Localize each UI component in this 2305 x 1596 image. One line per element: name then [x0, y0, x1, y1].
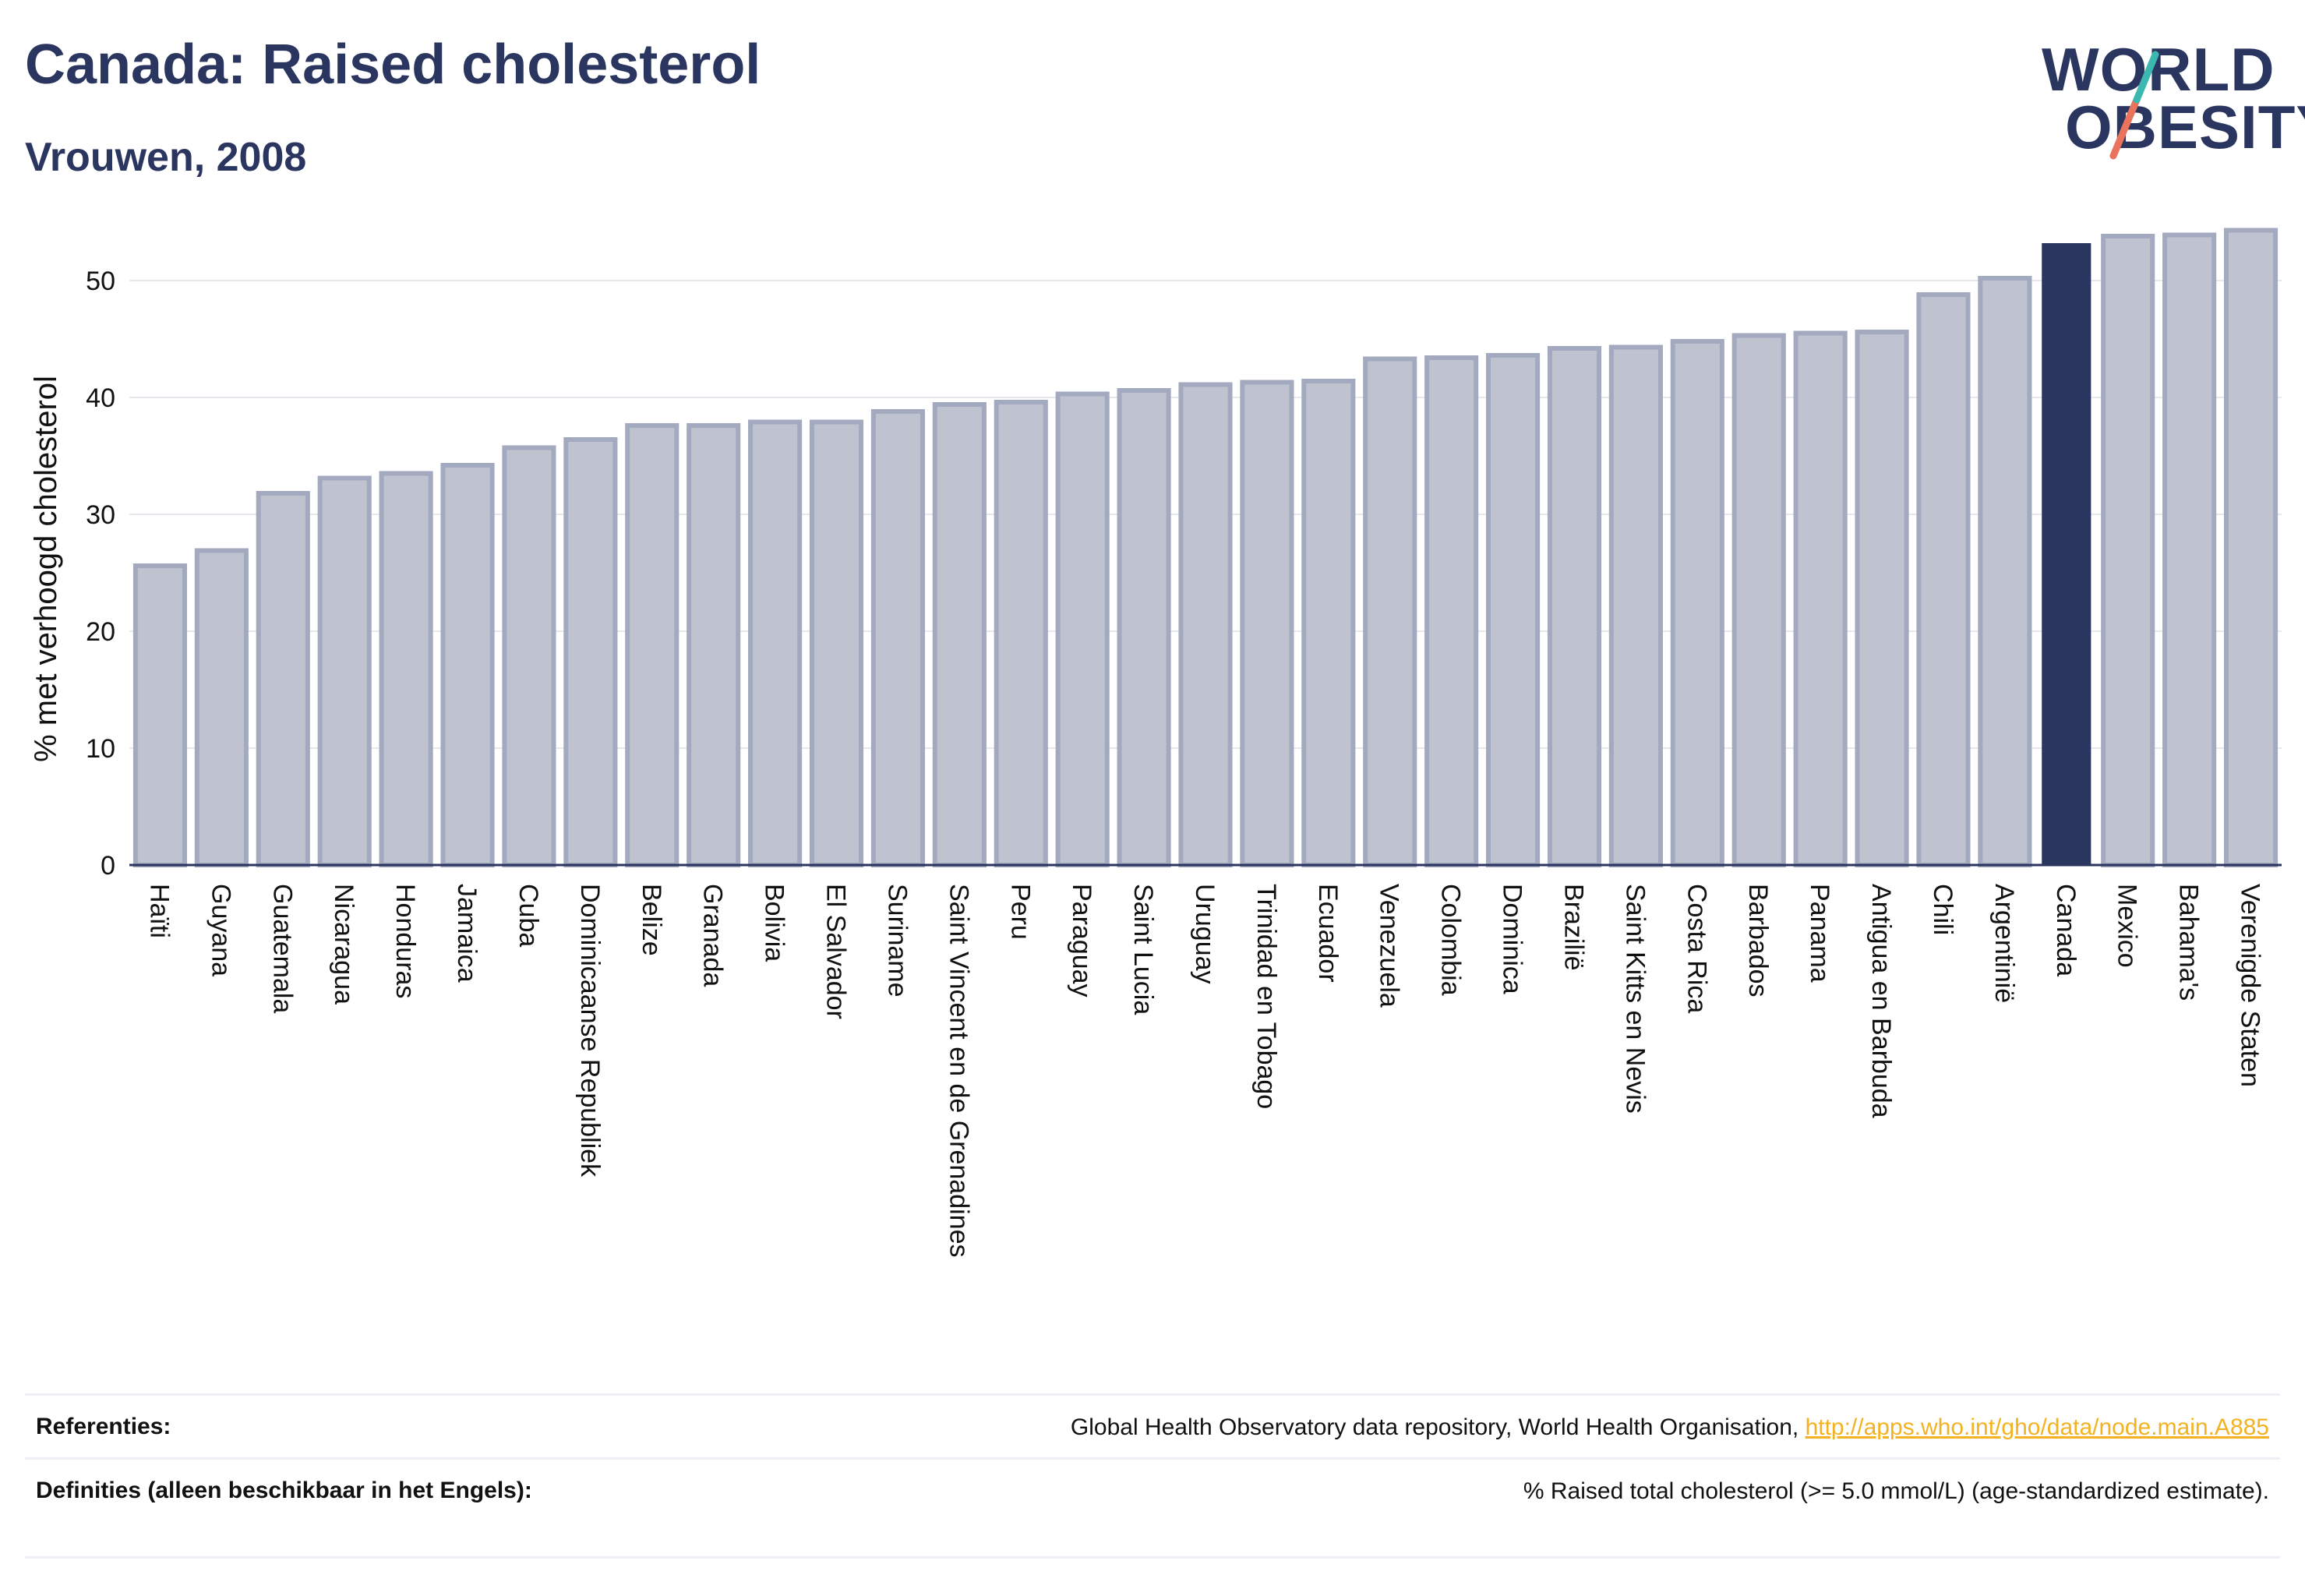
- x-tick-label: Ecuador: [1313, 884, 1343, 983]
- x-tick-label: Antigua en Barbuda: [1866, 884, 1896, 1118]
- bar-saint-kitts-en-nevis: [1608, 344, 1663, 867]
- references-link[interactable]: http://apps.who.int/gho/data/node.main.A…: [1805, 1414, 2269, 1440]
- x-tick-label: Guatemala: [267, 884, 297, 1013]
- references-text: Global Health Observatory data repositor…: [1070, 1414, 1806, 1440]
- bar-guatemala: [256, 491, 310, 867]
- x-tick-label: Panama: [1805, 884, 1834, 983]
- y-tick-label: 40: [86, 383, 115, 413]
- x-tick-label: Dominica: [1498, 884, 1527, 994]
- bar-saint-vincent-en-de-grenadines: [932, 402, 987, 867]
- logo-line-2: OBESITY: [2065, 93, 2305, 161]
- y-tick-label: 10: [86, 734, 115, 764]
- y-tick-label: 50: [86, 267, 115, 296]
- bar-cuba: [502, 445, 556, 867]
- bar-canada: [2042, 243, 2091, 865]
- x-tick-label: Brazilië: [1558, 884, 1588, 970]
- definitions-label: Definities (alleen beschikbaar in het En…: [36, 1478, 532, 1503]
- x-tick-label: Peru: [1005, 884, 1035, 940]
- bar-dominicaanse-republiek: [563, 437, 618, 867]
- x-tick-label: Jamaica: [452, 884, 482, 983]
- x-tick-label: Costa Rica: [1682, 884, 1711, 1013]
- bar-dominica: [1486, 353, 1541, 867]
- x-tick-label: Saint Vincent en de Grenadines: [944, 884, 973, 1258]
- y-tick-label: 30: [86, 500, 115, 530]
- x-tick-label: Cuba: [514, 884, 543, 947]
- x-tick-label: Paraguay: [1067, 884, 1096, 998]
- x-tick-label: Mexico: [2113, 884, 2142, 968]
- y-tick-label: 0: [101, 851, 115, 881]
- bar-ecuador: [1301, 379, 1356, 867]
- bar-mexico: [2101, 234, 2155, 867]
- bar-antigua-en-barbuda: [1855, 330, 1909, 867]
- bar-nicaragua: [317, 475, 372, 867]
- bar-bahama-s: [2162, 232, 2217, 867]
- bar-granada: [687, 423, 741, 867]
- bar-suriname: [870, 409, 925, 867]
- bar-ha-ti: [132, 563, 188, 867]
- bar-saint-lucia: [1117, 388, 1171, 867]
- bar-chili: [1916, 292, 1971, 867]
- bar-verenigde-staten: [2223, 228, 2279, 867]
- references-label: Referenties:: [36, 1414, 171, 1439]
- bar-argentini-: [1978, 276, 2032, 867]
- definitions-row: Definities (alleen beschikbaar in het En…: [25, 1457, 2280, 1559]
- x-tick-label: Colombia: [1436, 884, 1466, 996]
- bar-honduras: [379, 471, 433, 867]
- bar-chart: 0 10 20 30 40 50 % met verhoogd cholesterol Haï…: [29, 228, 2282, 1258]
- x-tick-label: Venezuela: [1375, 884, 1404, 1008]
- logo-slash-icon: [2109, 51, 2159, 160]
- bar-venezuela: [1363, 356, 1417, 867]
- x-tick-label: Bahama's: [2174, 884, 2204, 1001]
- x-tick-label: Argentinië: [1989, 884, 2019, 1003]
- bar-barbados: [1731, 333, 1786, 867]
- bar-brazili-: [1547, 346, 1602, 867]
- x-tick-label: Trinidad en Tobago: [1251, 884, 1281, 1109]
- y-tick-label: 20: [86, 617, 115, 647]
- bar-belize: [625, 423, 679, 867]
- x-tick-label: Suriname: [882, 884, 912, 998]
- bar-uruguay: [1178, 382, 1233, 867]
- x-tick-label: Honduras: [390, 884, 420, 998]
- x-tick-label: Canada: [2051, 884, 2081, 976]
- bar-trinidad-en-tobago: [1240, 380, 1294, 867]
- references-value: Global Health Observatory data repositor…: [1071, 1414, 2269, 1441]
- bar-peru: [994, 400, 1048, 867]
- x-tick-label: Granada: [698, 884, 728, 987]
- bar-el-salvador: [809, 419, 864, 867]
- x-tick-label: Saint Kitts en Nevis: [1620, 884, 1650, 1114]
- world-obesity-logo: WORLD OBESITY: [2034, 31, 2305, 164]
- page-subtitle: Vrouwen, 2008: [25, 135, 307, 180]
- x-tick-label: Barbados: [1743, 884, 1773, 998]
- bar-guyana: [194, 548, 249, 867]
- bar-bolivia: [748, 419, 803, 867]
- page-title: Canada: Raised cholesterol: [25, 34, 761, 96]
- x-tick-label: Dominicaanse Republiek: [575, 884, 605, 1178]
- bar-paraguay: [1055, 391, 1110, 867]
- x-tick-label: Nicaragua: [329, 884, 358, 1005]
- x-tick-label: Verenigde Staten: [2236, 884, 2265, 1087]
- x-tick-label: Guyana: [206, 884, 235, 976]
- y-axis-label: % met verhoogd cholesterol: [29, 376, 63, 762]
- x-tick-label: Saint Lucia: [1128, 884, 1158, 1015]
- x-tick-label: El Salvador: [821, 884, 851, 1019]
- references-row: Referenties: Global Health Observatory d…: [25, 1393, 2280, 1460]
- x-tick-label: Uruguay: [1190, 884, 1220, 984]
- bar-colombia: [1424, 355, 1479, 867]
- definitions-value: % Raised total cholesterol (>= 5.0 mmol/…: [1523, 1478, 2269, 1504]
- bar-panama: [1793, 330, 1848, 867]
- x-tick-label: Belize: [637, 884, 666, 956]
- logo-line-1: WORLD: [2042, 35, 2275, 104]
- x-tick-label: Haïti: [144, 884, 174, 938]
- bar-costa-rica: [1670, 339, 1724, 867]
- x-tick-label: Chili: [1928, 884, 1957, 935]
- bar-jamaica: [440, 463, 495, 867]
- x-tick-label: Bolivia: [760, 884, 789, 962]
